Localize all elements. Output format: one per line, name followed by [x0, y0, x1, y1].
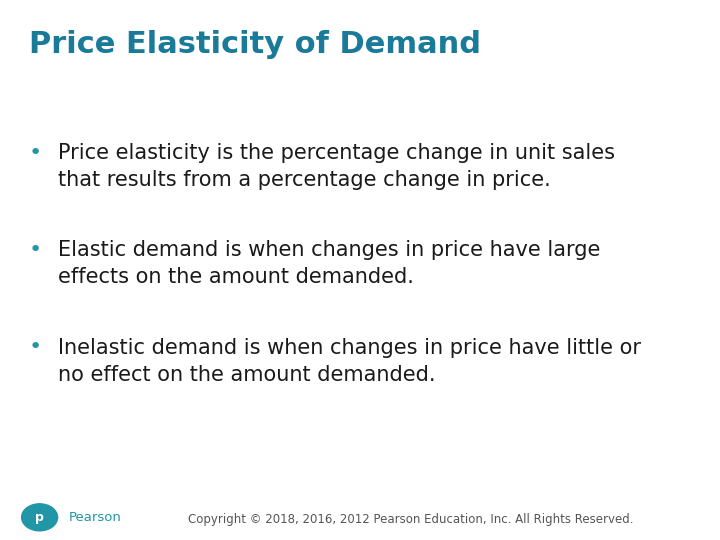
Text: Pearson: Pearson	[68, 511, 121, 524]
Text: Price elasticity is the percentage change in unit sales
that results from a perc: Price elasticity is the percentage chang…	[58, 143, 615, 190]
Text: •: •	[29, 338, 42, 357]
Text: •: •	[29, 143, 42, 163]
Text: Inelastic demand is when changes in price have little or
no effect on the amount: Inelastic demand is when changes in pric…	[58, 338, 641, 384]
Text: Elastic demand is when changes in price have large
effects on the amount demande: Elastic demand is when changes in price …	[58, 240, 600, 287]
Text: p: p	[35, 511, 44, 524]
Text: Copyright © 2018, 2016, 2012 Pearson Education, Inc. All Rights Reserved.: Copyright © 2018, 2016, 2012 Pearson Edu…	[188, 513, 633, 526]
Text: •: •	[29, 240, 42, 260]
Circle shape	[22, 504, 58, 531]
Text: Price Elasticity of Demand: Price Elasticity of Demand	[29, 30, 481, 59]
